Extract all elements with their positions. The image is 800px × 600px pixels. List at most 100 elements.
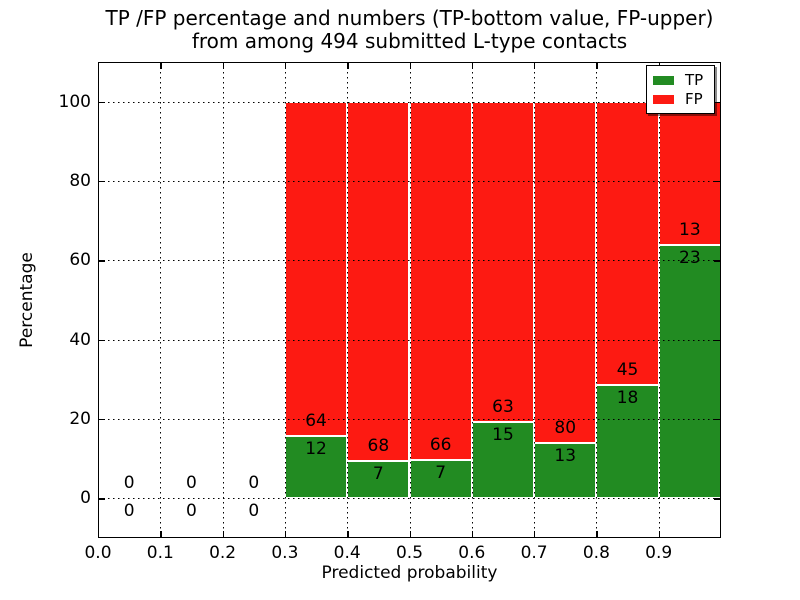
fp-count-label: 0 (186, 473, 197, 494)
x-tick-label: 0.3 (271, 543, 299, 563)
bar-tp-segment (596, 385, 659, 499)
tp-count-label: 23 (679, 247, 701, 268)
gridline (471, 62, 473, 538)
chart-title: TP /FP percentage and numbers (TP-bottom… (98, 7, 721, 53)
gridline (658, 62, 660, 538)
y-tick-label: 20 (69, 409, 91, 429)
x-tick-label: 0.6 (458, 543, 486, 563)
axis-tick (347, 531, 349, 537)
tp-count-label: 7 (435, 463, 447, 484)
tp-count-label: 7 (372, 464, 384, 485)
bar-fp-segment (596, 101, 659, 385)
axis-tick (471, 531, 474, 537)
gridline (347, 62, 349, 538)
axis-tick (714, 181, 720, 183)
tp-count-label: 13 (554, 445, 577, 466)
legend-swatch-fp (653, 94, 674, 104)
fp-count-label: 68 (367, 436, 390, 457)
axis-tick (409, 63, 411, 69)
axis-tick (714, 498, 720, 500)
bar-fp-segment (347, 101, 410, 462)
bar-tp-segment (409, 460, 472, 499)
axis-tick (160, 531, 162, 537)
gridline (534, 62, 536, 538)
gridline (98, 101, 721, 103)
axis-tick (347, 63, 349, 69)
legend-label-tp: TP (685, 71, 704, 89)
axis-tick (596, 531, 598, 537)
gridline (596, 62, 598, 538)
legend-swatch-tp (653, 75, 674, 85)
tp-count-label: 15 (492, 425, 514, 446)
y-tick-label: 100 (58, 91, 91, 112)
axis-tick (409, 531, 411, 537)
axis-tick (714, 339, 720, 342)
bar-tp-segment (658, 244, 721, 499)
bar-fp-segment (471, 101, 535, 423)
tp-count-label: 0 (186, 501, 197, 522)
axis-tick (222, 63, 224, 69)
axis-tick (222, 531, 224, 537)
gridline (98, 419, 721, 420)
fp-count-label: 63 (492, 397, 514, 418)
tp-count-label: 0 (123, 501, 135, 522)
axis-tick (98, 63, 100, 69)
axis-tick (99, 419, 105, 421)
x-tick-label: 0.9 (645, 543, 673, 563)
gridline (98, 339, 721, 341)
bar-tp-segment (534, 442, 597, 499)
gridline (409, 62, 411, 538)
axis-tick (471, 63, 474, 69)
legend-label-fp: FP (685, 90, 703, 108)
axis-tick (99, 498, 105, 500)
axis-tick (714, 260, 720, 262)
axis-tick (99, 339, 105, 342)
axis-tick (99, 260, 105, 262)
axis-tick (160, 63, 162, 69)
fp-count-label: 45 (616, 360, 639, 380)
tp-count-label: 18 (616, 388, 639, 408)
fp-count-label: 13 (679, 219, 701, 240)
tp-count-label: 12 (305, 438, 327, 459)
axis-tick (658, 531, 661, 537)
x-tick-label: 0.2 (209, 543, 237, 563)
bar-tp-segment (471, 422, 535, 499)
fp-count-label: 0 (123, 473, 135, 494)
bar-tp-segment (347, 461, 410, 499)
bar-fp-segment (284, 101, 348, 436)
fp-count-label: 66 (429, 435, 452, 456)
axis-tick (99, 101, 105, 104)
chart-title-line1: TP /FP percentage and numbers (TP-bottom… (105, 6, 714, 30)
legend-item-fp: FP (653, 91, 708, 107)
y-tick-label: 40 (69, 329, 91, 350)
x-tick-label: 0.7 (520, 543, 548, 563)
bar-fp-segment (409, 101, 472, 461)
gridline (284, 62, 286, 538)
axis-tick (99, 181, 105, 183)
axis-tick (534, 63, 536, 69)
fp-count-label: 64 (305, 410, 327, 431)
y-tick-label: 0 (80, 488, 91, 509)
x-tick-label: 0.0 (84, 543, 112, 563)
x-tick-label: 0.1 (146, 543, 174, 563)
axis-tick (284, 531, 287, 537)
bar-tp-segment (284, 435, 348, 499)
x-tick-label: 0.5 (395, 543, 424, 563)
legend-item-tp: TP (653, 72, 708, 88)
chart-title-line2: from among 494 submitted L-type contacts (191, 29, 628, 53)
x-tick-label: 0.8 (582, 543, 610, 563)
y-axis-label: Percentage (17, 252, 37, 348)
tp-count-label: 0 (248, 501, 260, 522)
legend: TP FP (646, 65, 715, 114)
y-tick-label: 80 (69, 171, 91, 191)
gridline (98, 181, 721, 182)
axis-tick (284, 63, 287, 69)
fp-count-label: 0 (248, 473, 260, 494)
axis-tick (596, 63, 598, 69)
x-axis-label: Predicted probability (321, 563, 498, 583)
gridline (98, 498, 721, 500)
bar-fp-segment (534, 101, 597, 443)
axis-tick (534, 531, 536, 537)
axis-tick (98, 531, 100, 537)
